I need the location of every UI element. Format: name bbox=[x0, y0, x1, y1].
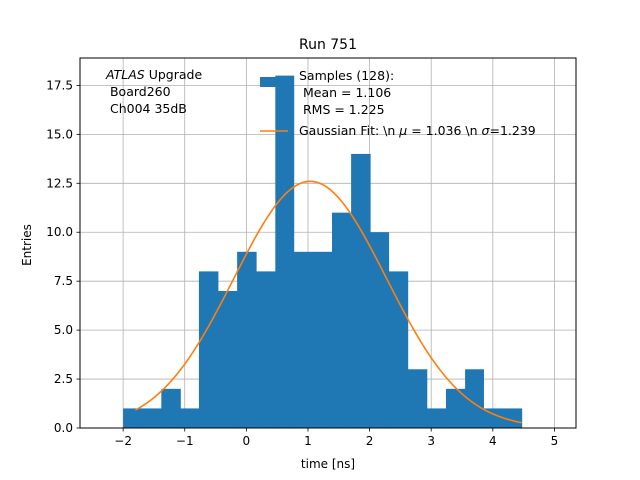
histogram-bar bbox=[407, 369, 428, 428]
histogram-bar bbox=[293, 251, 314, 428]
annotation-line-1: ATLAS Upgrade bbox=[105, 67, 202, 82]
legend-samples-line-3: RMS = 1.225 bbox=[299, 102, 385, 117]
x-axis-label: time [ns] bbox=[301, 457, 355, 471]
chart-title: Run 751 bbox=[299, 37, 357, 53]
y-tick-label: 0.0 bbox=[54, 421, 73, 435]
histogram-bar bbox=[445, 388, 466, 428]
histogram-bar bbox=[483, 408, 504, 428]
legend-samples-line-1: Samples (128): bbox=[299, 68, 394, 83]
legend-samples-line-2: Mean = 1.106 bbox=[299, 85, 391, 100]
y-axis-label: Entries bbox=[20, 224, 34, 266]
legend-fit-label: Gaussian Fit: \n μ = 1.036 \n σ=1.239 bbox=[299, 123, 536, 138]
histogram-bar bbox=[218, 290, 238, 428]
histogram-bar bbox=[142, 408, 162, 428]
annotation-line-2: Board260 bbox=[106, 84, 171, 99]
y-tick-label: 7.5 bbox=[54, 274, 73, 288]
histogram-bar bbox=[465, 369, 484, 428]
histogram-bar bbox=[180, 408, 200, 428]
gaussian-fit bbox=[135, 180, 522, 424]
y-tick-label: 2.5 bbox=[54, 372, 73, 386]
x-tick-label: 5 bbox=[551, 434, 559, 448]
x-tick-label: 4 bbox=[489, 434, 497, 448]
x-tick-label: 1 bbox=[304, 434, 312, 448]
histogram-bar bbox=[332, 212, 352, 428]
y-tick-label: 17.5 bbox=[46, 78, 73, 92]
x-tick-label: 0 bbox=[243, 434, 251, 448]
gaussian-fit-curve bbox=[135, 180, 522, 424]
histogram-bar bbox=[370, 232, 390, 428]
annotation-line-3: Ch004 35dB bbox=[106, 101, 187, 116]
histogram-bar bbox=[123, 408, 143, 428]
histogram-bar bbox=[502, 408, 523, 428]
legend-fit-mu-symbol: μ bbox=[398, 123, 407, 138]
legend-fit-mu-value: = 1.036 \n bbox=[407, 123, 481, 138]
annotation-atlas: ATLAS bbox=[105, 67, 145, 82]
annotation-upgrade: Upgrade bbox=[145, 67, 203, 82]
histogram-bar bbox=[275, 75, 295, 428]
histogram-bar bbox=[237, 251, 257, 428]
x-tick-label: −1 bbox=[176, 434, 194, 448]
y-tick-label: 12.5 bbox=[46, 176, 73, 190]
legend: Samples (128): Mean = 1.106 RMS = 1.225 … bbox=[260, 68, 536, 138]
legend-samples-patch bbox=[260, 77, 288, 87]
legend-fit-sigma-symbol: σ bbox=[482, 123, 491, 138]
axes-frame bbox=[79, 57, 577, 429]
x-tick-label: 3 bbox=[427, 434, 435, 448]
atlas-annotation: ATLAS Upgrade Board260 Ch004 35dB bbox=[105, 67, 202, 116]
histogram-bar bbox=[388, 271, 409, 428]
histogram-bar bbox=[161, 388, 181, 428]
histogram-bars bbox=[123, 75, 523, 429]
x-tick-label: −2 bbox=[114, 434, 132, 448]
histogram-bar bbox=[256, 271, 276, 428]
axis-ticks: −2 −1 0 1 2 3 4 5 0.0 2.5 5.0 7.5 10.0 12.5 15.0 17.5 bbox=[46, 78, 558, 448]
histogram-bar bbox=[426, 408, 447, 428]
legend-fit-sigma-value: =1.239 bbox=[489, 123, 535, 138]
y-tick-label: 5.0 bbox=[54, 323, 73, 337]
y-tick-label: 15.0 bbox=[46, 127, 73, 141]
x-tick-label: 2 bbox=[366, 434, 374, 448]
histogram-bar bbox=[198, 271, 219, 428]
legend-fit-prefix: Gaussian Fit: \n bbox=[299, 123, 399, 138]
y-tick-label: 10.0 bbox=[46, 225, 73, 239]
histogram-bar bbox=[312, 251, 333, 428]
histogram-bar bbox=[351, 153, 371, 429]
